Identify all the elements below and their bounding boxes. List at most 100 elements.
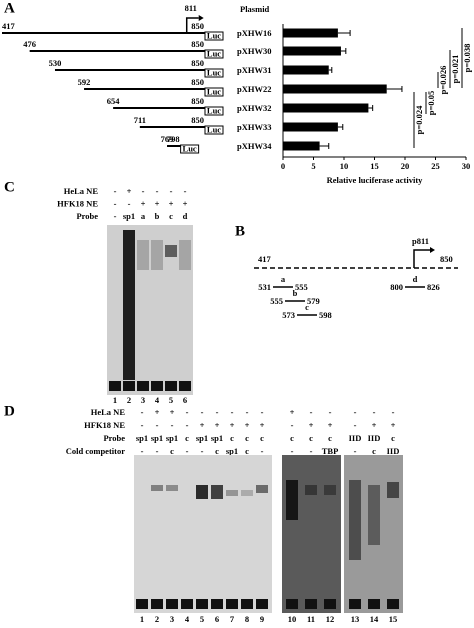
free-probe [241, 599, 253, 609]
lane-number: 2 [127, 395, 131, 405]
cell: - [128, 198, 131, 208]
cell: - [141, 446, 144, 456]
fragment-from: 573 [282, 310, 295, 320]
p-value: p=0.024 [414, 105, 424, 134]
fragment-from: 531 [258, 282, 271, 292]
start-label: 769 [161, 134, 174, 144]
lane-number: 1 [140, 614, 144, 624]
lane-number: 11 [307, 614, 315, 624]
start-label: 592 [78, 77, 91, 87]
cell: c [230, 433, 234, 443]
gel [134, 455, 272, 613]
luc-label: Luc [207, 124, 221, 134]
end-label: 850 [191, 77, 204, 87]
start-label: 417 [258, 254, 272, 264]
cell: + [200, 420, 205, 430]
start-label: 711 [134, 115, 146, 125]
gel-band [151, 485, 163, 491]
free-probe [166, 599, 178, 609]
cell: c [185, 433, 189, 443]
free-probe [136, 599, 148, 609]
cell: - [216, 407, 219, 417]
cell: c [260, 433, 264, 443]
free-probe [151, 599, 163, 609]
cell: c [245, 446, 249, 456]
cell: + [155, 198, 160, 208]
bar [283, 103, 369, 113]
error-bar [368, 105, 374, 111]
fragment-from: 555 [270, 296, 283, 306]
arrow-head [198, 15, 204, 21]
cell: c [372, 446, 376, 456]
panel-label: A [4, 0, 15, 16]
cell: + [372, 420, 377, 430]
lane-number: 14 [370, 614, 379, 624]
luc-box [204, 49, 224, 59]
gel-band [256, 485, 268, 493]
error-bar [340, 48, 347, 54]
lane-number: 13 [351, 614, 360, 624]
end-label: 850 [191, 21, 204, 31]
luc-box [204, 125, 224, 135]
cell: + [230, 420, 235, 430]
lane-number: 3 [141, 395, 145, 405]
cell: c [391, 433, 395, 443]
cell: - [156, 420, 159, 430]
lane-number: 6 [215, 614, 219, 624]
cell: sp1 [151, 433, 163, 443]
row-label: Probe [76, 211, 98, 221]
cell: - [114, 198, 117, 208]
panel-label: D [4, 403, 15, 419]
gel-band [349, 480, 361, 560]
lane-number: 5 [200, 614, 204, 624]
error-bar [319, 143, 330, 149]
plasmid-name: pXHW33 [237, 122, 271, 132]
plasmid-name: pXHW31 [237, 65, 271, 75]
cell: + [215, 420, 220, 430]
start-label: 476 [23, 39, 36, 49]
p-value: p=0.026 [438, 66, 448, 95]
cell: + [183, 198, 188, 208]
cell: - [186, 407, 189, 417]
bar [283, 28, 338, 38]
plasmid-name: pXHW34 [237, 141, 272, 151]
cell: - [141, 420, 144, 430]
fragment-name: b [293, 288, 298, 298]
cell: sp1 [166, 433, 178, 443]
cell: - [354, 446, 357, 456]
free-probe [165, 381, 177, 391]
end-label: 850 [191, 39, 204, 49]
start-label: 417 [2, 21, 16, 31]
free-probe [349, 599, 361, 609]
gel-band [166, 485, 178, 491]
free-probe [109, 381, 121, 391]
gel-band [286, 480, 298, 520]
x-tick-label: 0 [281, 161, 285, 171]
cell: + [309, 420, 314, 430]
cell: - [142, 186, 145, 196]
p-value: p=0.05 [426, 91, 436, 115]
fragment-to: 598 [319, 310, 332, 320]
cell: + [328, 420, 333, 430]
gel-band [226, 490, 238, 496]
tss-label: p811 [412, 236, 429, 246]
tss-label: 811 [185, 3, 197, 13]
plasmid-name: pXHW30 [237, 46, 271, 56]
cell: + [245, 420, 250, 430]
cell: + [170, 407, 175, 417]
row-label: HeLa NE [91, 407, 126, 417]
lane-number: 10 [288, 614, 297, 624]
free-probe [226, 599, 238, 609]
lane-number: 12 [326, 614, 335, 624]
cell: - [310, 407, 313, 417]
cell: + [290, 407, 295, 417]
cell: - [231, 407, 234, 417]
cell: c [328, 433, 332, 443]
free-probe [179, 381, 191, 391]
start-label: 654 [107, 96, 121, 106]
gel [282, 455, 341, 613]
luc-box [204, 87, 224, 97]
end-label: 850 [191, 115, 204, 125]
free-probe [387, 599, 399, 609]
